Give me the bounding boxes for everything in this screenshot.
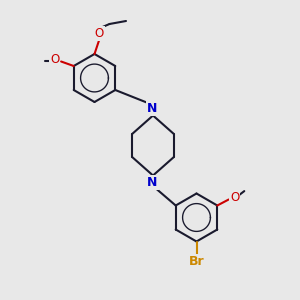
Text: Br: Br (189, 255, 204, 268)
Text: O: O (230, 190, 239, 204)
Text: N: N (147, 102, 158, 116)
Text: N: N (147, 176, 158, 189)
Text: O: O (94, 27, 103, 40)
Text: O: O (50, 53, 59, 67)
